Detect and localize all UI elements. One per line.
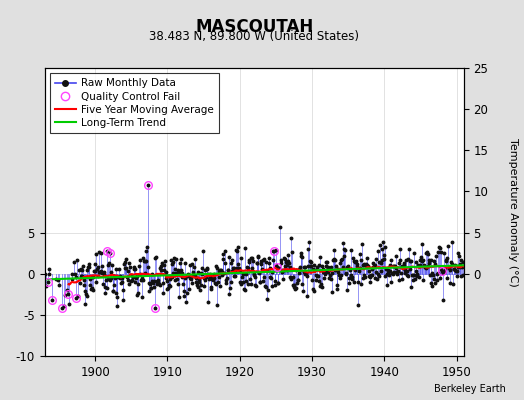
Y-axis label: Temperature Anomaly (°C): Temperature Anomaly (°C) xyxy=(508,138,518,286)
Text: MASCOUTAH: MASCOUTAH xyxy=(195,18,313,36)
Legend: Raw Monthly Data, Quality Control Fail, Five Year Moving Average, Long-Term Tren: Raw Monthly Data, Quality Control Fail, … xyxy=(50,73,219,133)
Text: Berkeley Earth: Berkeley Earth xyxy=(434,384,506,394)
Text: 38.483 N, 89.800 W (United States): 38.483 N, 89.800 W (United States) xyxy=(149,30,359,43)
